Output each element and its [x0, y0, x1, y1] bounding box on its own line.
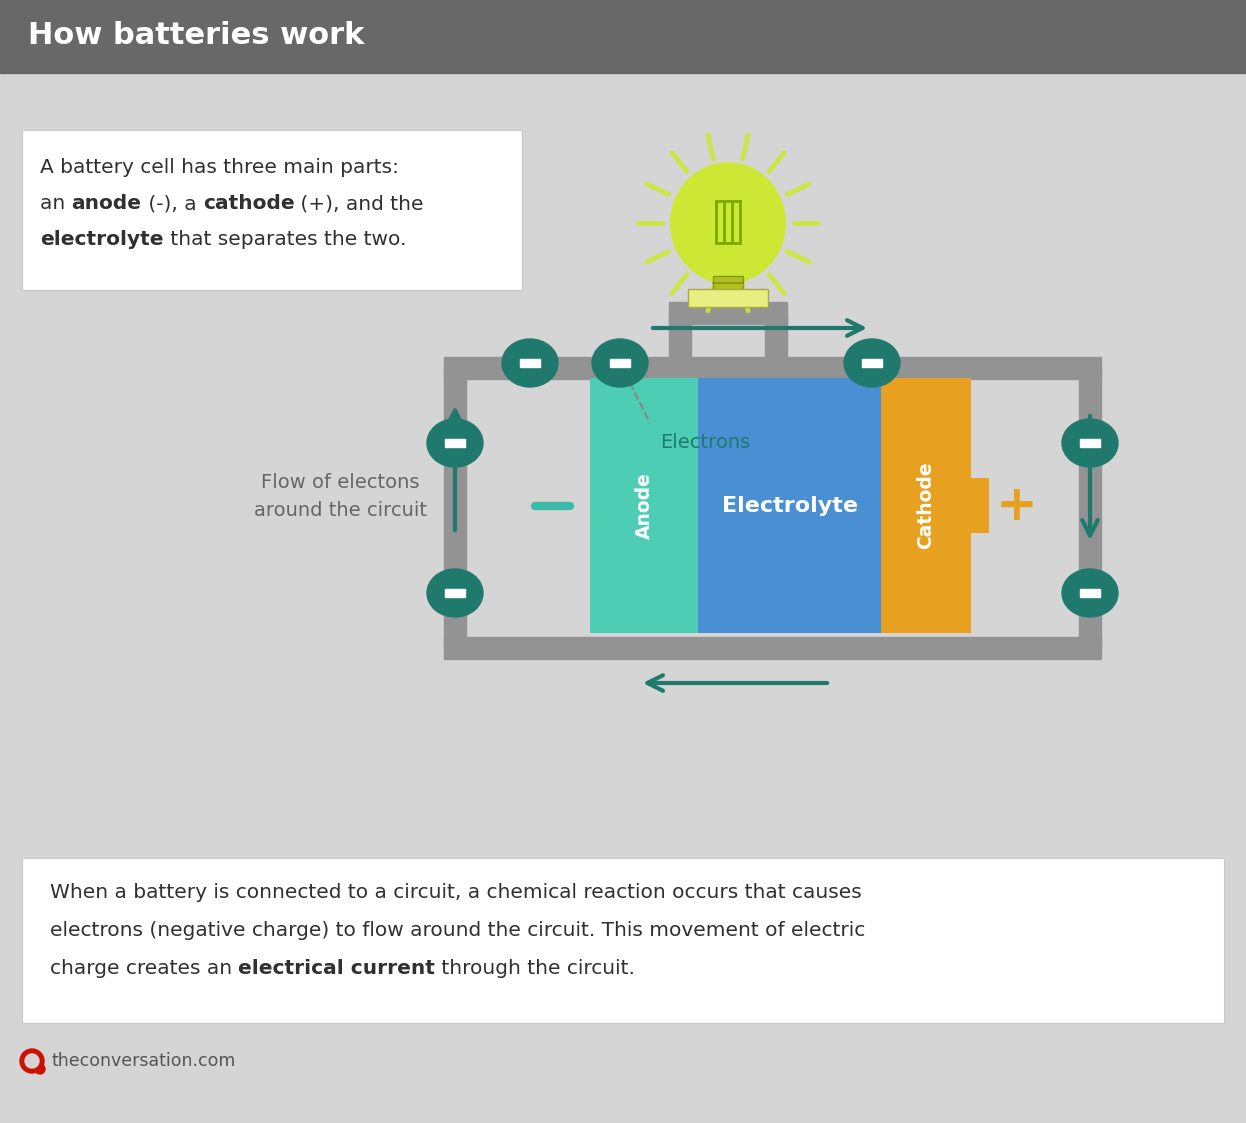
Ellipse shape: [502, 339, 558, 387]
Text: A battery cell has three main parts:: A battery cell has three main parts:: [40, 158, 399, 177]
Bar: [444, 368, 466, 648]
Circle shape: [35, 1063, 45, 1074]
Text: through the circuit.: through the circuit.: [435, 959, 635, 978]
Bar: [591, 378, 698, 633]
Bar: [698, 378, 881, 633]
Bar: [520, 359, 540, 367]
Text: around the circuit: around the circuit: [253, 502, 426, 520]
Text: anode: anode: [71, 194, 142, 213]
Bar: [1079, 368, 1101, 648]
Ellipse shape: [1062, 569, 1118, 617]
Ellipse shape: [1062, 419, 1118, 467]
Ellipse shape: [844, 339, 900, 387]
Bar: [713, 276, 743, 302]
Text: Electrolyte: Electrolyte: [721, 495, 857, 515]
Ellipse shape: [670, 162, 786, 284]
Text: electrolyte: electrolyte: [40, 230, 163, 249]
Bar: [22, 858, 1224, 1023]
Text: electrons (negative charge) to flow around the circuit. This movement of electri: electrons (negative charge) to flow arou…: [50, 921, 865, 940]
Bar: [971, 478, 989, 533]
Text: an: an: [40, 194, 71, 213]
Ellipse shape: [427, 419, 483, 467]
Bar: [688, 289, 768, 307]
Bar: [669, 302, 787, 325]
Text: theconversation.com: theconversation.com: [52, 1052, 237, 1070]
Bar: [0, 0, 1246, 73]
Bar: [445, 588, 465, 597]
Ellipse shape: [427, 569, 483, 617]
Bar: [669, 313, 692, 378]
Bar: [765, 313, 787, 378]
Circle shape: [25, 1054, 39, 1068]
Text: Anode: Anode: [634, 472, 653, 539]
Bar: [881, 378, 971, 633]
Text: When a battery is connected to a circuit, a chemical reaction occurs that causes: When a battery is connected to a circuit…: [50, 883, 862, 902]
Text: +: +: [996, 482, 1038, 530]
Bar: [611, 359, 630, 367]
Text: Electrons: Electrons: [660, 433, 750, 451]
Bar: [1080, 588, 1100, 597]
Text: that separates the two.: that separates the two.: [163, 230, 406, 249]
Text: Flow of electons: Flow of electons: [260, 474, 419, 493]
Bar: [1080, 439, 1100, 447]
Bar: [862, 359, 882, 367]
Text: cathode: cathode: [203, 194, 294, 213]
Text: (-), a: (-), a: [142, 194, 203, 213]
Text: electrical current: electrical current: [238, 959, 435, 978]
Bar: [22, 130, 522, 290]
Text: How batteries work: How batteries work: [27, 21, 364, 51]
Bar: [445, 439, 465, 447]
Bar: [444, 357, 1101, 378]
Text: charge creates an: charge creates an: [50, 959, 238, 978]
Bar: [444, 637, 1101, 659]
Circle shape: [20, 1049, 44, 1072]
Text: Cathode: Cathode: [917, 462, 936, 549]
Text: (+), and the: (+), and the: [294, 194, 424, 213]
Ellipse shape: [592, 339, 648, 387]
